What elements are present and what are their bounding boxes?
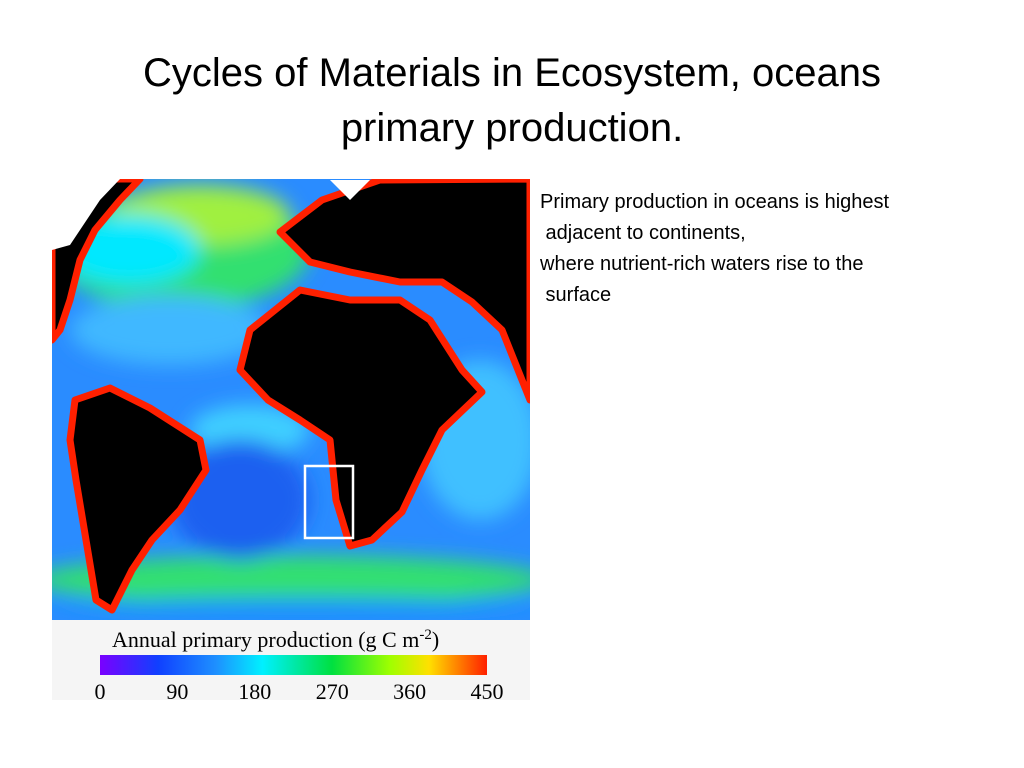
title-line: Cycles of Materials in Ecosystem, oceans [143, 51, 881, 95]
tick-label: 360 [393, 679, 426, 704]
body-line: where nutrient-rich waters rise to the [539, 253, 863, 275]
caption-end: ) [432, 627, 439, 652]
body-line: adjacent to continents, [540, 222, 746, 244]
tick-label: 180 [238, 679, 271, 704]
colorbar-ticks: 0 90 180 270 360 450 [95, 679, 504, 704]
tick-label: 0 [95, 679, 106, 704]
tick-label: 90 [166, 679, 188, 704]
map [52, 179, 530, 620]
body-line: Primary production in oceans is highest [540, 191, 890, 213]
tick-label: 270 [316, 679, 349, 704]
colorbar [100, 655, 487, 675]
tick-label: 450 [471, 679, 504, 704]
body-line: surface [540, 284, 611, 306]
title-line: primary production. [341, 106, 683, 150]
legend-caption: Annual primary production (g C m-2) [112, 627, 439, 652]
caption-text: Annual primary production (g C m [112, 627, 419, 652]
caption-superscript: -2 [419, 627, 432, 643]
